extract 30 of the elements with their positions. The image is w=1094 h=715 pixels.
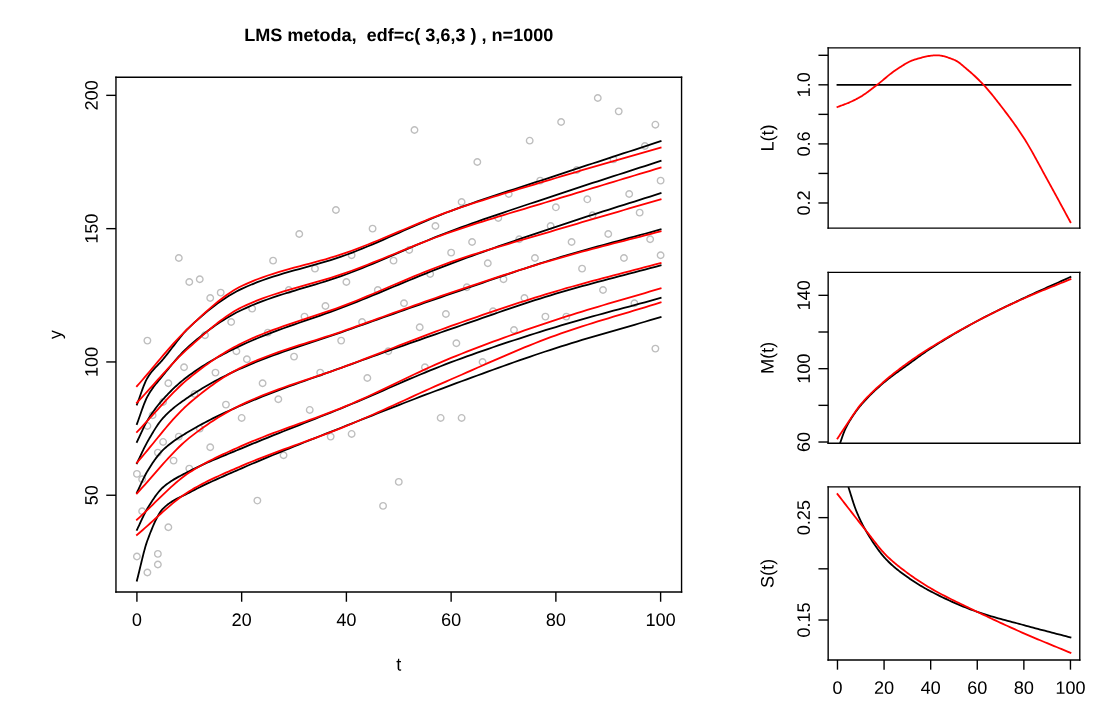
y-tick-label: 1.0 bbox=[797, 72, 811, 96]
x-tick-label: 20 bbox=[232, 613, 251, 627]
x-tick-label: 0 bbox=[132, 613, 142, 627]
x-tick-label: 80 bbox=[546, 613, 566, 627]
y-axis-title: S(t) bbox=[760, 560, 778, 588]
x-tick-label: 80 bbox=[1014, 681, 1034, 695]
x-axis-title: t bbox=[396, 658, 402, 671]
y-tick-label: 100 bbox=[797, 354, 811, 383]
y-tick-label: 50 bbox=[85, 485, 98, 505]
x-tick-label: 100 bbox=[646, 613, 675, 627]
x-tick-label: 20 bbox=[874, 681, 894, 695]
y-axis-title: y bbox=[51, 330, 66, 340]
y-tick-label: 0.15 bbox=[797, 603, 811, 637]
y-tick-label: 0.6 bbox=[797, 132, 811, 156]
y-axis-title: M(t) bbox=[760, 342, 778, 373]
x-tick-label: 60 bbox=[968, 681, 987, 695]
y-tick-label: 0.2 bbox=[797, 191, 811, 215]
x-tick-label: 100 bbox=[1056, 681, 1085, 695]
y-tick-label: 150 bbox=[85, 214, 98, 243]
y-tick-label: 140 bbox=[797, 280, 811, 310]
y-tick-label: 60 bbox=[797, 432, 811, 452]
x-tick-label: 40 bbox=[921, 681, 941, 695]
x-tick-label: 0 bbox=[833, 681, 842, 695]
x-tick-label: 40 bbox=[336, 613, 356, 627]
y-tick-label: 100 bbox=[85, 347, 98, 376]
y-tick-label: 200 bbox=[85, 80, 98, 110]
y-axis-title: L(t) bbox=[760, 125, 778, 151]
y-tick-label: 0.25 bbox=[797, 500, 811, 535]
x-tick-label: 60 bbox=[442, 613, 461, 627]
chart-title: LMS metoda, edf=c( 3,6,3 ) , n=1000 bbox=[245, 28, 553, 45]
